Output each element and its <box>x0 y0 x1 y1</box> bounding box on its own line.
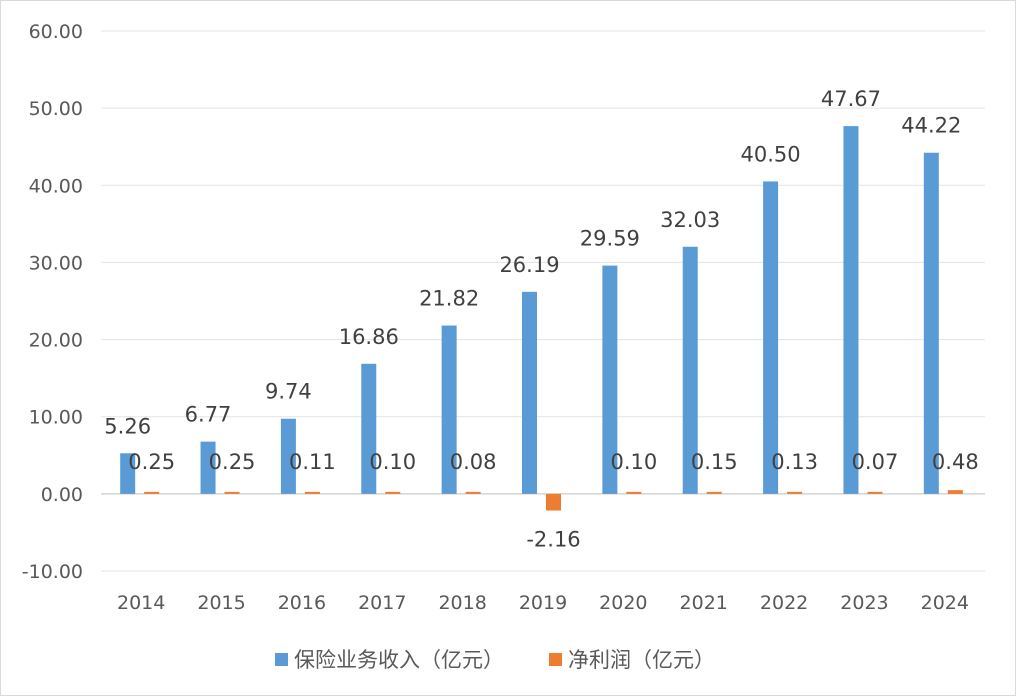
bar-insurance-revenue <box>843 126 859 494</box>
bar-net-profit <box>385 491 401 494</box>
legend-swatch-net-profit <box>549 653 562 666</box>
data-label-insurance-revenue: 9.74 <box>265 380 312 404</box>
bar-net-profit <box>867 491 883 494</box>
data-label-net-profit: 0.08 <box>450 450 497 474</box>
bar-net-profit <box>626 491 642 494</box>
y-tick-label: 50.00 <box>29 98 83 120</box>
data-label-insurance-revenue: 40.50 <box>741 142 801 166</box>
data-label-net-profit: 0.13 <box>771 450 818 474</box>
bar-insurance-revenue <box>522 291 537 494</box>
bar-insurance-revenue <box>682 246 698 494</box>
bar-net-profit <box>787 491 803 494</box>
data-label-insurance-revenue: 16.86 <box>339 325 399 349</box>
x-tick-label: 2022 <box>760 592 808 614</box>
x-tick-label: 2014 <box>117 592 165 614</box>
bar-net-profit <box>546 493 561 511</box>
data-label-net-profit: 0.25 <box>128 450 175 474</box>
y-tick-label: 10.00 <box>29 407 83 429</box>
bar-insurance-revenue <box>280 418 296 494</box>
data-label-net-profit: 0.15 <box>691 450 738 474</box>
legend-label-insurance-revenue: 保险业务收入（亿元） <box>294 648 504 672</box>
bar-net-profit <box>465 491 481 494</box>
data-label-net-profit: 0.48 <box>932 450 979 474</box>
data-label-net-profit: 0.10 <box>610 450 657 474</box>
data-label-insurance-revenue: 21.82 <box>419 287 479 311</box>
bar-insurance-revenue <box>763 181 779 494</box>
bar-insurance-revenue <box>923 152 939 494</box>
bar-net-profit <box>706 491 722 494</box>
y-tick-label: 20.00 <box>29 330 83 352</box>
y-tick-label: 60.00 <box>29 21 83 43</box>
bar-insurance-revenue <box>120 453 136 494</box>
bar-insurance-revenue <box>602 265 618 494</box>
x-tick-label: 2018 <box>438 592 486 614</box>
y-tick-label: 40.00 <box>29 175 83 197</box>
x-tick-label: 2020 <box>599 592 647 614</box>
x-tick-label: 2019 <box>519 592 567 614</box>
bar-insurance-revenue <box>361 363 377 494</box>
y-tick-label: -10.00 <box>22 561 83 583</box>
data-label-net-profit: -2.16 <box>526 528 580 552</box>
bar-net-profit <box>224 491 240 494</box>
x-tick-label: 2015 <box>197 592 245 614</box>
data-label-insurance-revenue: 29.59 <box>580 227 640 251</box>
bar-insurance-revenue <box>441 325 457 494</box>
bar-net-profit <box>144 491 160 494</box>
legend-swatch-insurance-revenue <box>275 653 288 666</box>
x-tick-label: 2016 <box>278 592 326 614</box>
bar-insurance-revenue <box>200 441 216 494</box>
data-label-insurance-revenue: 26.19 <box>499 253 559 277</box>
data-label-net-profit: 0.10 <box>369 450 416 474</box>
x-tick-label: 2024 <box>921 592 969 614</box>
data-label-insurance-revenue: 6.77 <box>185 403 232 427</box>
data-label-net-profit: 0.11 <box>289 450 336 474</box>
data-label-insurance-revenue: 44.22 <box>901 114 961 138</box>
y-tick-label: 0.00 <box>41 484 83 506</box>
x-tick-label: 2023 <box>840 592 888 614</box>
data-label-insurance-revenue: 32.03 <box>660 208 720 232</box>
legend-label-net-profit: 净利润（亿元） <box>568 648 715 672</box>
data-label-net-profit: 0.25 <box>209 450 256 474</box>
data-label-insurance-revenue: 47.67 <box>821 87 881 111</box>
data-label-net-profit: 0.07 <box>852 450 899 474</box>
x-tick-label: 2021 <box>680 592 728 614</box>
y-tick-label: 30.00 <box>29 252 83 274</box>
bar-net-profit <box>304 491 320 494</box>
bar-net-profit <box>947 490 963 494</box>
data-label-insurance-revenue: 5.26 <box>104 414 151 438</box>
x-tick-label: 2017 <box>358 592 406 614</box>
